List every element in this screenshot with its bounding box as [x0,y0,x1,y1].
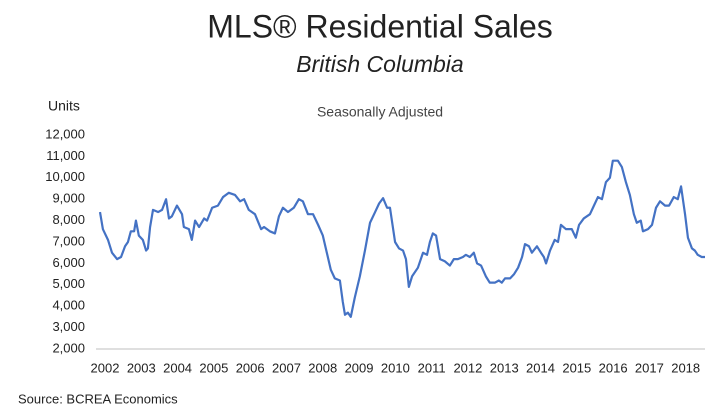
x-tick-label: 2017 [635,360,664,375]
x-tick-label: 2002 [91,360,120,375]
y-tick-label: 4,000 [52,298,85,313]
x-tick-label: 2018 [671,360,700,375]
y-tick-label: 7,000 [52,233,85,248]
x-tick-label: 2009 [345,360,374,375]
source-note: Source: BCREA Economics [18,391,178,406]
y-tick-label: 9,000 [52,191,85,206]
y-tick-label: 5,000 [52,276,85,291]
x-tick-label: 2015 [562,360,591,375]
x-tick-label: 2014 [526,360,555,375]
annotation: Seasonally Adjusted [317,104,443,120]
x-tick-label: 2011 [418,360,446,375]
x-tick-label: 2006 [236,360,265,375]
x-tick-label: 2010 [381,360,410,375]
x-tick-label: 2012 [453,360,482,375]
y-tick-label: 12,000 [45,126,85,141]
y-axis-label: Units [48,98,80,114]
y-tick-label: 6,000 [52,255,85,270]
y-tick-label: 11,000 [46,148,85,163]
y-tick-label: 2,000 [52,340,85,355]
y-tick-label: 3,000 [52,319,85,334]
y-tick-label: 10,000 [45,169,85,184]
x-tick-label: 2005 [199,360,228,375]
x-tick-label: 2016 [599,360,628,375]
y-tick-label: 8,000 [52,212,85,227]
x-tick-label: 2013 [490,360,519,375]
x-tick-label: 2008 [308,360,337,375]
x-tick-label: 2003 [127,360,156,375]
x-tick-label: 2004 [163,360,192,375]
chart-subtitle: British Columbia [296,51,463,77]
data-line [98,159,705,318]
x-tick-label: 2007 [272,360,301,375]
chart-title: MLS® Residential Sales [207,8,553,44]
